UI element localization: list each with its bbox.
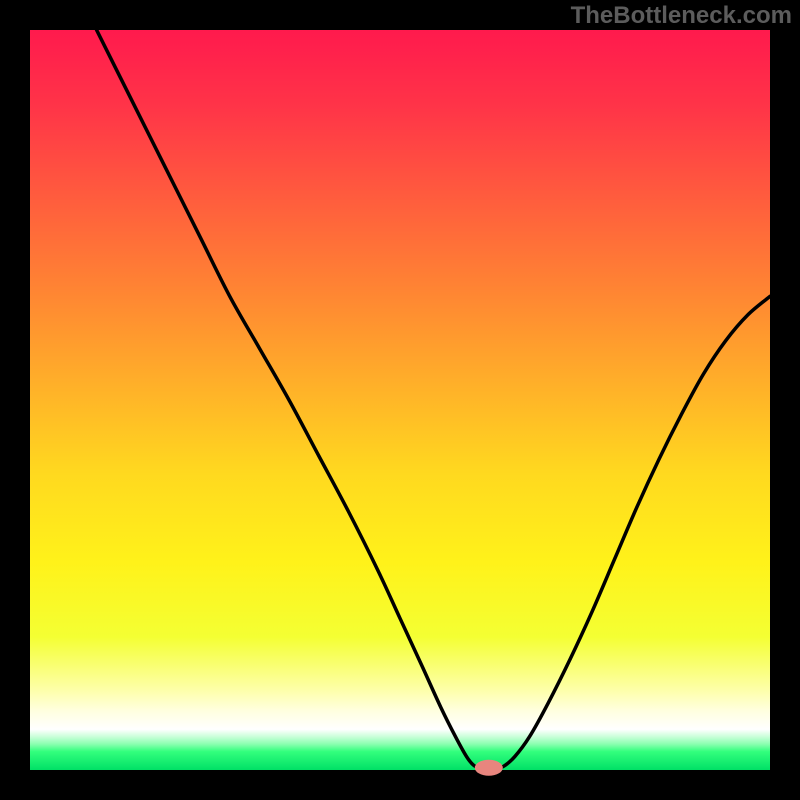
optimum-marker (475, 760, 503, 776)
chart-container: TheBottleneck.com (0, 0, 800, 800)
attribution-text: TheBottleneck.com (571, 2, 792, 30)
bottleneck-chart (0, 0, 800, 800)
gradient-background (30, 30, 770, 770)
